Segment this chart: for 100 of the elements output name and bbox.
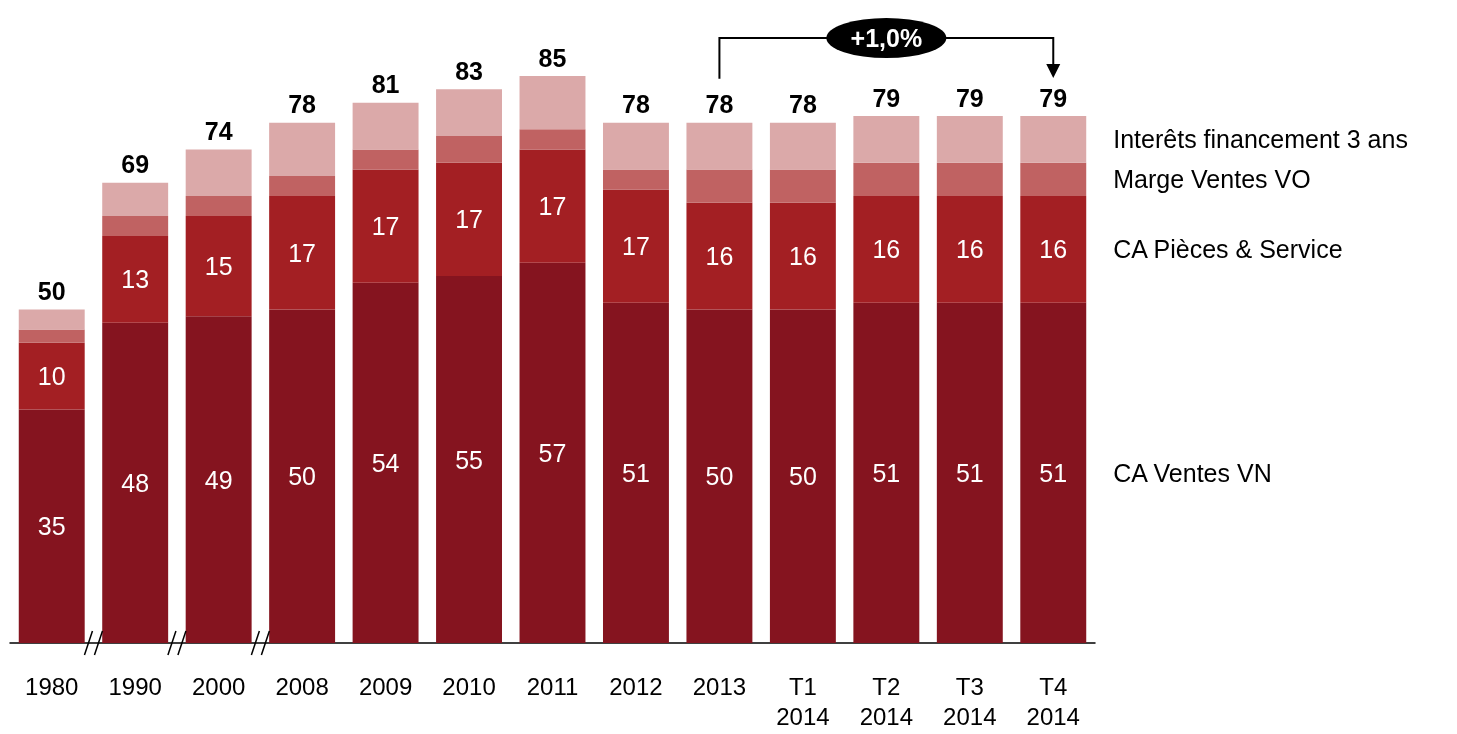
x-tick-label: 2013 [692,672,747,700]
data-label: 16 [955,235,984,264]
x-tick-label: T1 2014 [776,672,830,730]
bar [436,89,503,137]
bar [436,136,503,163]
bar [853,196,920,303]
data-label: 17 [622,232,650,261]
data-label: 51 [872,458,901,487]
bar [769,169,836,203]
bar [769,202,836,310]
bar [936,162,1003,197]
bar [352,282,419,643]
bar [602,169,669,190]
x-tick-label: T4 2014 [1026,672,1080,730]
bar [936,196,1003,303]
x-tick-label: T2 2014 [859,672,914,730]
bar [18,309,85,330]
total-label: 78 [705,90,734,119]
bar [18,329,85,343]
bar [602,122,669,170]
series-label: Interêts financement 3 ans [1113,125,1408,154]
total-label: 83 [455,56,483,85]
data-label: 16 [705,242,734,271]
data-label: 15 [204,252,233,281]
data-label: 48 [121,468,150,497]
bar [1020,116,1087,163]
bar [769,309,836,643]
data-label: 16 [788,242,817,271]
bar [769,122,836,170]
total-label: 85 [538,43,567,72]
bar [102,236,169,323]
bar [853,162,920,197]
bar [352,169,419,283]
bar [519,129,586,150]
data-label: 50 [705,462,734,491]
bar [936,302,1003,643]
bar [269,176,336,197]
bar [686,309,753,643]
x-tick-label: 2009 [358,672,413,700]
bar [519,76,586,130]
total-label: 78 [288,90,317,119]
data-label: 13 [121,265,150,294]
total-label: 79 [872,83,901,112]
data-label: 35 [37,512,66,541]
bar [853,302,920,643]
series-label: Marge Ventes VO [1113,165,1311,194]
data-label: 10 [37,362,66,391]
bar [436,162,503,277]
total-label: 78 [788,90,817,119]
bar [352,102,419,150]
data-label: 54 [371,448,400,477]
bar [936,116,1003,163]
bar [1020,162,1087,197]
x-tick-label: 2010 [442,672,496,700]
bar [185,316,252,643]
data-label: 51 [622,458,650,487]
data-label: 50 [788,462,817,491]
text: +1,0% [850,24,923,52]
bar [269,309,336,643]
bar [1020,302,1087,643]
bar [602,302,669,643]
total-label: 79 [1039,83,1068,112]
series-label: CA Ventes VN [1113,458,1272,487]
x-tick-label: 2000 [191,672,246,700]
x-tick-label: T3 2014 [943,672,997,730]
bar [185,196,252,217]
data-label: 16 [872,235,901,264]
data-label: 17 [371,212,400,241]
bar [602,189,669,303]
bar [185,149,252,197]
bar [185,216,252,317]
bar [436,276,503,643]
series-label: CA Pièces & Service [1113,235,1343,264]
bar [686,169,753,203]
data-label: 55 [455,445,483,474]
bar [18,409,85,643]
bar [18,342,85,410]
data-label: 17 [538,192,567,221]
bar [853,116,920,163]
data-label: 16 [1039,235,1068,264]
bar [269,196,336,310]
x-tick-label: 2012 [609,672,663,700]
x-tick-label: 1980 [25,672,79,700]
bar [1020,196,1087,303]
bar [269,122,336,177]
total-label: 69 [121,150,150,179]
bar [686,122,753,170]
data-label: 51 [955,458,984,487]
total-label: 74 [204,116,233,145]
data-label: 57 [538,438,567,467]
data-label: 51 [1039,458,1068,487]
data-label: 49 [204,465,233,494]
data-label: 17 [288,238,317,267]
bar [102,322,169,643]
total-label: 81 [371,70,400,99]
data-label: 17 [455,205,483,234]
x-tick-label: 2011 [526,672,579,700]
bar [102,182,169,217]
total-label: 78 [622,90,650,119]
total-label: 50 [37,276,66,305]
